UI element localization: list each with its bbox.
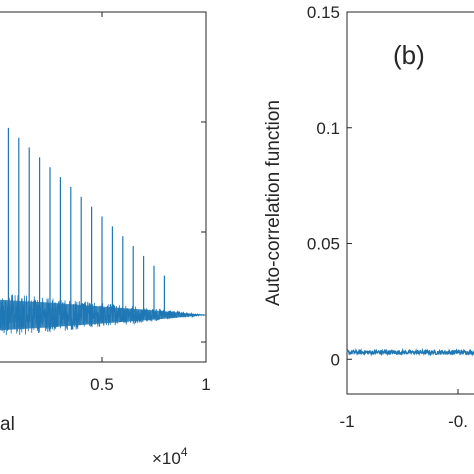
- panel-a-x-tick-label: 0.5: [90, 375, 114, 394]
- panel-a-series: [0, 127, 207, 336]
- panel-a: 0.5 1 al ×104: [0, 11, 211, 468]
- multiplier-base: ×10: [152, 449, 181, 468]
- panel-a-noise-band: [0, 299, 206, 331]
- panel-b-series: [346, 347, 474, 357]
- panel-b-trace: [346, 347, 474, 357]
- panel-a-ticks: 0.5 1: [90, 12, 211, 394]
- panel-b-ticks: 0 0.05 0.1 0.15 -1 -0.: [307, 3, 468, 431]
- panel-b-y-tick-label: 0.1: [316, 119, 340, 138]
- panel-b-y-tick-label: 0.05: [307, 235, 340, 254]
- panel-b-x-tick-label: -1: [339, 412, 354, 431]
- panel-a-x-multiplier: ×104: [152, 445, 188, 468]
- panel-b-label: (b): [393, 40, 425, 70]
- panel-b-y-tick-label: 0: [331, 350, 340, 369]
- panel-a-x-label: al: [0, 414, 15, 435]
- panel-a-x-tick-label: 1: [201, 375, 210, 394]
- panel-b-x-tick-label: -0.: [448, 412, 468, 431]
- multiplier-exponent: 4: [181, 445, 188, 459]
- panel-b-axes-box: [346, 11, 474, 395]
- panel-b-y-label: Auto-correlation function: [263, 100, 284, 306]
- panel-b: 0 0.05 0.1 0.15 -1 -0. (b) Auto-correlation f…: [263, 3, 474, 431]
- panel-b-y-tick-label: 0.15: [307, 3, 340, 22]
